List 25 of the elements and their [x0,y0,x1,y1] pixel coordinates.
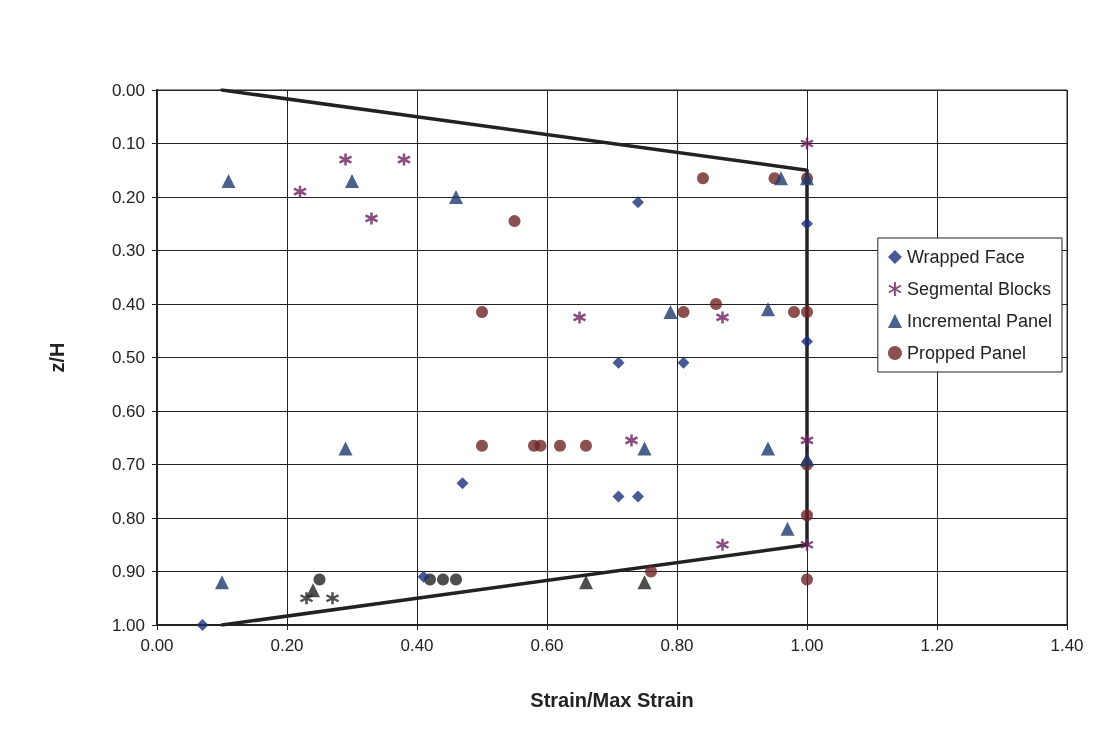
x-tick-label: 0.80 [660,636,694,655]
y-tick-label: 0.00 [111,80,145,100]
x-tick-label: 1.00 [790,636,824,655]
x-tick-label: 0.20 [270,636,304,655]
y-tick-label: 0.40 [111,294,145,314]
y-tick-label: 0.20 [111,187,145,207]
y-axis-title: z/H [46,342,68,373]
y-tick-label: 0.50 [111,348,145,367]
x-tick-label: 0.00 [140,636,174,655]
y-tick-label: 0.30 [111,241,145,260]
y-tick-label: 0.60 [111,401,145,421]
x-tick-label: 1.20 [920,636,954,655]
legend-label: Wrapped Face [906,247,1025,267]
x-tick-label: 1.40 [1050,636,1084,655]
x-axis-title: Strain/Max Strain [530,689,694,711]
legend-label: Incremental Panel [906,311,1053,331]
y-tick-label: 1.00 [111,615,145,635]
x-tick-label: 0.40 [400,636,434,655]
y-tick-label: 0.70 [111,455,145,474]
y-tick-label: 0.10 [111,134,145,153]
legend-label: Propped Panel [906,343,1027,363]
y-tick-label: 0.80 [111,508,145,528]
x-tick-label: 0.60 [530,636,564,655]
legend-label: Segmental Blocks [906,279,1051,299]
y-tick-label: 0.90 [111,562,145,581]
